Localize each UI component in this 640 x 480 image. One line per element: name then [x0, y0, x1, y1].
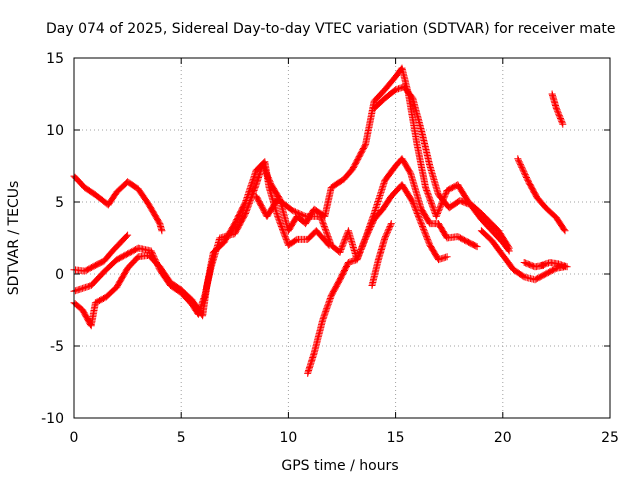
y-tick-label: 0 — [55, 267, 64, 283]
series-track-13 — [537, 259, 571, 271]
series-track-1 — [70, 172, 166, 235]
series-track-2 — [70, 231, 132, 275]
x-axis-label: GPS time / hours — [281, 458, 398, 474]
x-tick-label: 20 — [494, 430, 512, 446]
x-tick-label: 15 — [387, 430, 405, 446]
x-tick-label: 25 — [601, 430, 619, 446]
y-tick-label: 15 — [46, 51, 64, 67]
series-track-4 — [70, 158, 333, 330]
y-tick-label: 10 — [46, 123, 64, 139]
y-tick-label: 5 — [55, 195, 64, 211]
chart-title: Day 074 of 2025, Sidereal Day-to-day VTE… — [46, 21, 616, 37]
x-tick-label: 5 — [177, 430, 186, 446]
y-tick-label: -10 — [41, 411, 64, 427]
series-track-11 — [514, 155, 569, 235]
series-track-9 — [477, 227, 569, 284]
series-track-6 — [304, 181, 451, 377]
y-tick-label: -5 — [50, 339, 64, 355]
y-ticks: -10 -5 0 5 10 15 — [41, 51, 610, 427]
series-track-8 — [370, 83, 513, 255]
plot-frame — [73, 57, 611, 419]
y-axis-label: SDTVAR / TECUs — [6, 181, 22, 296]
series-track-12 — [548, 90, 567, 128]
series-track-7 — [368, 220, 395, 289]
x-tick-label: 10 — [279, 430, 297, 446]
plot-area — [70, 64, 571, 377]
grid — [74, 58, 610, 418]
x-tick-label: 0 — [70, 430, 79, 446]
series-track-5 — [252, 155, 481, 264]
